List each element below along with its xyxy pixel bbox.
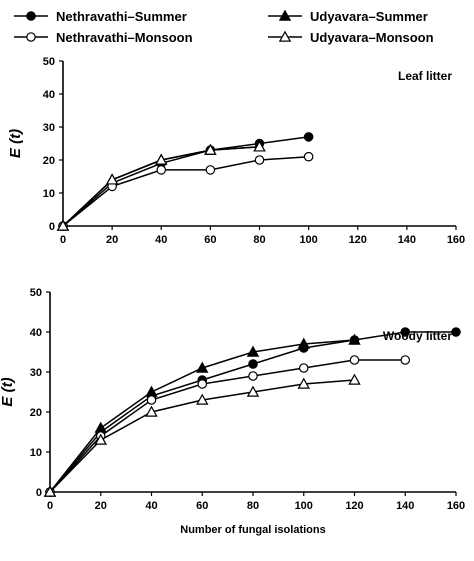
data-point	[248, 371, 258, 381]
data-point	[146, 395, 157, 405]
data-point	[248, 359, 258, 369]
y-tick-label: 30	[30, 367, 42, 379]
legend-item-nethravathi-summer: Nethravathi–Summer	[14, 9, 187, 24]
series-udyavara-summer	[43, 333, 361, 497]
x-tick-label: 160	[447, 234, 465, 246]
series-line	[62, 136, 309, 227]
series-nethravathi-summer	[58, 132, 314, 231]
panel-title: Woody litter	[383, 329, 452, 343]
legend: Nethravathi–Summer Udyavara–Summer Nethrav…	[14, 9, 434, 45]
x-tick-label: 60	[204, 234, 216, 246]
x-axis-title: Number of fungal isolations	[180, 524, 325, 536]
data-point	[400, 327, 411, 337]
chart-leaf-litter: 0 20 40 60 80 100 120 140 160 0 10 20 30 40 50 E (t) Lea…	[7, 56, 465, 246]
y-tick-label: 10	[30, 447, 42, 459]
data-point	[145, 405, 158, 417]
data-point	[196, 361, 209, 373]
data-point	[254, 155, 265, 165]
data-point	[348, 373, 361, 385]
x-tick-label: 100	[299, 234, 317, 246]
x-tick-label: 120	[349, 234, 367, 246]
data-point	[297, 377, 310, 389]
panel-title: Leaf litter	[398, 69, 452, 83]
x-tick-label: 0	[47, 500, 53, 512]
legend-item-udyavara-monsoon: Udyavara–Monsoon	[268, 30, 434, 45]
data-point	[297, 337, 310, 349]
data-point	[298, 363, 309, 373]
data-point	[400, 355, 411, 365]
x-tick-label: 160	[447, 500, 465, 512]
chart-woody-litter: 0 20 40 60 80 100 120 140 160 0 10 20 30 40 50 E (t) Woo…	[0, 287, 465, 536]
data-point	[246, 345, 260, 357]
data-point	[155, 153, 168, 165]
legend-marker-circle-icon	[26, 11, 36, 21]
data-point	[348, 333, 361, 345]
data-point	[205, 165, 216, 175]
series-nethravathi-monsoon	[45, 355, 411, 497]
legend-item-udyavara-summer: Udyavara–Summer	[268, 9, 428, 24]
y-tick-label: 40	[30, 327, 42, 339]
data-point	[105, 173, 119, 185]
legend-label: Udyavara–Monsoon	[310, 30, 434, 45]
x-tick-label: 0	[60, 234, 66, 246]
x-tick-label: 60	[196, 500, 208, 512]
series-line	[62, 155, 309, 227]
legend-marker-triangle-icon	[278, 30, 292, 42]
y-tick-label: 30	[43, 122, 55, 134]
y-tick-label: 20	[30, 407, 42, 419]
series-nethravathi-monsoon	[58, 151, 314, 231]
y-tick-label: 50	[43, 56, 55, 68]
series-udyavara-monsoon	[43, 373, 361, 497]
x-tick-label: 140	[398, 234, 416, 246]
data-point	[196, 393, 209, 405]
data-point	[303, 151, 314, 162]
data-point	[349, 355, 360, 365]
data-point	[451, 327, 461, 337]
y-tick-label: 10	[43, 188, 55, 200]
data-point	[253, 140, 266, 152]
x-tick-label: 120	[345, 500, 363, 512]
y-tick-label: 40	[43, 89, 55, 101]
series-line	[49, 359, 406, 493]
data-point	[197, 379, 208, 389]
legend-item-nethravathi-monsoon: Nethravathi–Monsoon	[14, 30, 193, 45]
y-tick-label: 0	[49, 221, 55, 233]
x-tick-label: 40	[145, 500, 157, 512]
x-tick-label: 140	[396, 500, 414, 512]
data-point	[145, 385, 158, 397]
data-point	[94, 421, 107, 433]
y-tick-label: 20	[43, 155, 55, 167]
legend-label: Udyavara–Summer	[310, 9, 428, 24]
legend-label: Nethravathi–Monsoon	[56, 30, 193, 45]
x-tick-label: 80	[247, 500, 259, 512]
x-tick-label: 100	[295, 500, 313, 512]
x-tick-label: 40	[155, 234, 167, 246]
legend-label: Nethravathi–Summer	[56, 9, 187, 24]
data-point	[246, 385, 260, 397]
y-tick-label: 0	[36, 487, 42, 499]
data-point	[94, 433, 107, 445]
data-point	[303, 132, 314, 142]
x-tick-label: 80	[253, 234, 265, 246]
x-tick-label: 20	[106, 234, 118, 246]
data-point	[204, 143, 217, 155]
data-point	[156, 165, 167, 175]
series-udyavara-monsoon	[56, 140, 266, 231]
y-tick-label: 50	[30, 287, 42, 299]
data-point	[43, 485, 57, 497]
legend-marker-triangle-icon	[278, 9, 292, 21]
legend-marker-circle-icon	[26, 32, 36, 42]
data-point	[56, 219, 70, 231]
x-tick-label: 20	[95, 500, 107, 512]
y-axis-title: E (t)	[7, 129, 24, 158]
y-axis-title: E (t)	[0, 377, 16, 406]
